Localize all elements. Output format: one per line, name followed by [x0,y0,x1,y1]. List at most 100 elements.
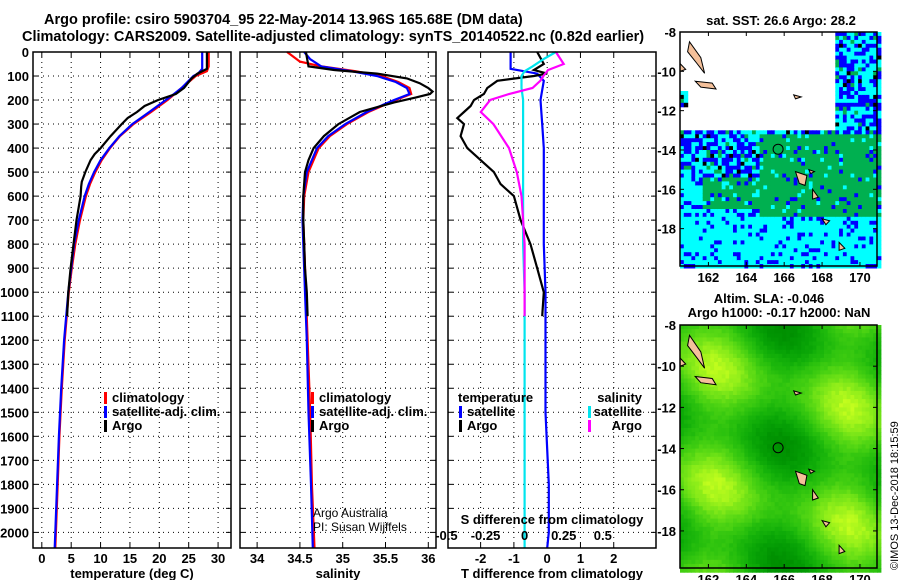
map-cell [695,514,700,520]
map-cell [721,146,727,151]
map-cell [729,161,734,167]
map-cell [812,134,817,139]
map-cell [865,220,870,226]
map-cell [740,481,745,487]
map-cell [808,543,814,548]
map-cell [816,465,821,470]
map-y-tick-label: -12 [657,104,676,119]
map-cell [873,59,878,64]
map-cell [820,465,825,470]
map-cell [729,460,734,466]
map-cell [767,260,772,265]
map-cell [714,547,719,553]
map-cell [774,256,780,261]
map-cell [808,563,814,569]
map-cell [683,252,689,257]
map-cell [850,157,855,163]
map-cell [820,568,825,573]
map-cell [778,485,783,491]
map-cell [755,506,761,511]
map-cell [729,518,734,524]
map-cell [691,526,696,532]
map-cell [854,209,859,214]
map-cell [861,126,867,131]
map-cell [831,399,836,404]
island [812,187,820,200]
map-cell [797,423,802,429]
map-cell [687,256,692,261]
map-cell [774,244,780,249]
map-cell [736,201,742,206]
map-cell [717,244,723,249]
map-cell [680,236,685,241]
map-cell [839,256,844,261]
map-cell [846,32,852,37]
map-cell [789,216,795,222]
map-cell [740,134,745,139]
map-cell [733,448,738,454]
map-cell [695,138,700,143]
map-cell [831,423,836,429]
map-cell [782,444,787,450]
map-cell [706,173,711,179]
map-cell [748,244,753,249]
map-cell [842,244,848,249]
map-cell [774,423,780,429]
map-cell [695,526,700,532]
map-cell [748,161,753,167]
map-cell [858,35,863,41]
map-cell [721,189,727,194]
map-cell [789,260,795,265]
map-cell [835,161,840,167]
map-cell [877,150,882,155]
map-cell [755,228,761,234]
map-cell [877,142,882,147]
map-cell [846,75,852,80]
map-cell [850,55,855,61]
map-cell [695,386,700,392]
map-cell [755,130,761,135]
map-cell [854,201,859,206]
map-cell [839,138,844,143]
map-cell [801,201,806,206]
map-cell [717,551,723,557]
map-cell [816,374,821,380]
map-cell [763,489,768,495]
map-cell [774,193,780,198]
map-cell [808,399,814,404]
map-cell [778,216,783,222]
map-cell [869,126,874,131]
map-cell [831,502,836,507]
map-cell [789,337,795,343]
map-cell [706,452,711,458]
map-cell [717,419,723,425]
map-cell [816,189,821,194]
map-cell [680,146,685,151]
map-cell [710,341,715,347]
map-cell [789,522,795,528]
map-cell [770,428,776,433]
map-cell [820,153,825,159]
map-cell [782,212,787,218]
map-cell [850,39,855,45]
map-cell [869,94,874,100]
map-cell [759,382,764,388]
map-cell [865,209,870,214]
map-cell [755,382,761,388]
map-cell [748,526,753,532]
map-cell [752,469,757,474]
map-cell [774,228,780,234]
map-cell [877,32,882,37]
legend-swatch [588,406,591,418]
map-cell [729,510,734,515]
map-cell [710,260,715,265]
map-cell [702,568,708,573]
map-cell [752,489,757,495]
map-cell [680,473,685,478]
map-cell [858,91,863,96]
map-cell [846,189,852,194]
map-cell [816,432,821,437]
map-cell [858,220,863,226]
map-x-tick-label: 166 [773,270,795,285]
map-cell [782,522,787,528]
